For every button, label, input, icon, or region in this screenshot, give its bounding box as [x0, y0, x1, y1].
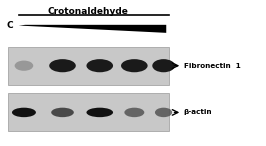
Ellipse shape [12, 108, 36, 117]
Ellipse shape [15, 61, 33, 71]
Ellipse shape [121, 59, 148, 72]
Text: Crotonaldehyde: Crotonaldehyde [47, 7, 128, 16]
Polygon shape [19, 25, 166, 33]
Bar [8, 93, 169, 131]
Ellipse shape [152, 59, 175, 72]
Text: Fibronectin  1: Fibronectin 1 [184, 63, 240, 69]
Ellipse shape [86, 59, 113, 72]
Text: β-actin: β-actin [184, 109, 212, 115]
Ellipse shape [155, 108, 172, 117]
Ellipse shape [86, 108, 113, 117]
Ellipse shape [49, 59, 76, 72]
Ellipse shape [124, 108, 144, 117]
Text: C: C [7, 21, 13, 30]
Bar [8, 47, 169, 85]
Ellipse shape [51, 108, 74, 117]
